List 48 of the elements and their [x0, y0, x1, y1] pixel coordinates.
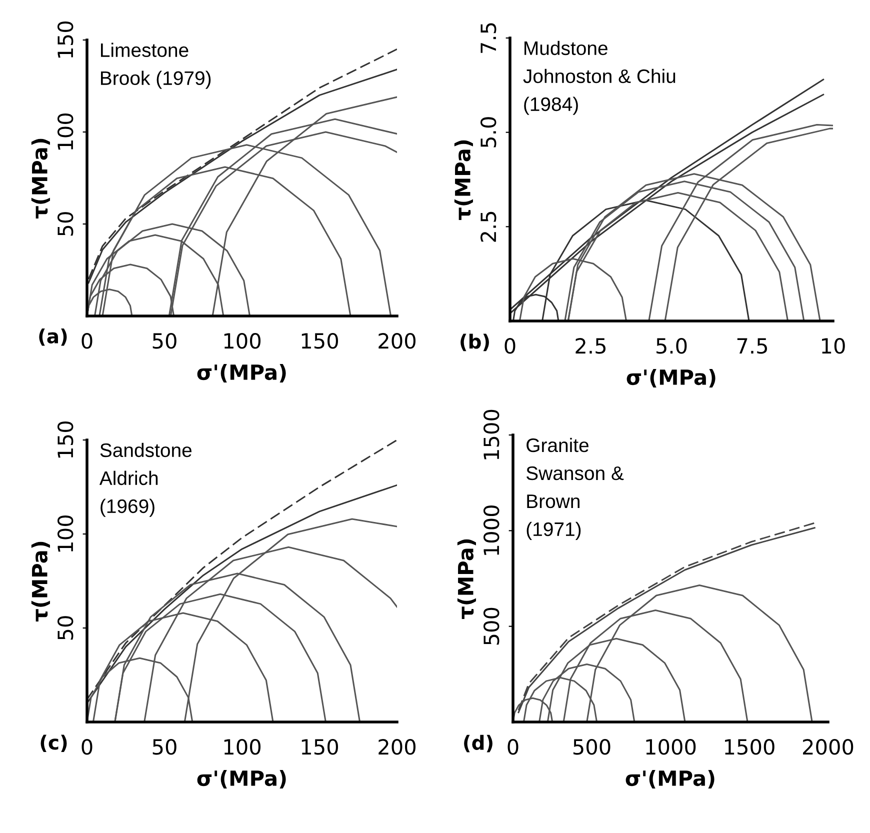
x-tick-label: 2.5 [576, 338, 606, 354]
y-axis-title: τ(MPa) [454, 140, 473, 220]
annotation: Sandstone Aldrich (1969) [99, 442, 192, 517]
y-tick-label: 7.5 [480, 23, 496, 53]
x-tick-label: 0 [508, 739, 518, 755]
x-tick-label: 0 [82, 739, 92, 755]
x-tick-label: 50 [152, 739, 176, 755]
x-axis-title: σ'(MPa) [197, 770, 286, 789]
y-tick-label: 100 [57, 516, 74, 552]
x-tick-label: 1500 [725, 739, 774, 755]
y-axis-title: τ(MPa) [31, 138, 50, 218]
y-tick-label: 2.5 [480, 212, 496, 242]
x-tick-label: 7.5 [737, 338, 767, 354]
x-tick-label: 500 [573, 739, 610, 755]
text: (d) [464, 734, 492, 752]
y-tick-label: 50 [57, 212, 74, 236]
x-tick-label: 0 [504, 338, 516, 354]
x-tick-label: 200 [378, 739, 416, 755]
text: (c) [40, 734, 67, 752]
x-tick-label: 5.0 [656, 338, 687, 354]
x-axis-title: σ'(MPa) [197, 364, 286, 383]
x-tick-label: 10 [822, 338, 845, 354]
x-axis-title: σ'(MPa) [626, 770, 714, 789]
x-tick-label: 200 [378, 333, 416, 349]
x-tick-label: 0 [82, 333, 92, 349]
x-tick-label: 2000 [803, 739, 854, 755]
y-tick-label: 150 [57, 22, 74, 58]
y-tick-label: 1500 [483, 410, 500, 460]
y-tick-label: 500 [483, 608, 500, 645]
x-tick-label: 1000 [646, 739, 696, 755]
y-axis-title: τ(MPa) [31, 542, 50, 622]
annotation: Mudstone Johnoston & Chiu (1984) [523, 40, 676, 115]
x-tick-label: 150 [302, 333, 338, 349]
x-axis-title: σ'(MPa) [626, 368, 716, 388]
y-tick-label: 5.0 [480, 117, 496, 148]
annotation: Limestone Brook (1979) [100, 42, 211, 89]
y-tick-label: 100 [57, 114, 74, 150]
annotation: Granite Swanson & Brown (1971) [526, 438, 624, 540]
y-tick-label: 150 [57, 422, 74, 458]
text: (a) [39, 328, 67, 346]
y-tick-label: 50 [57, 616, 74, 640]
x-tick-label: 150 [302, 739, 338, 755]
x-tick-label: 100 [224, 739, 260, 755]
x-tick-label: 100 [224, 333, 260, 349]
text: (b) [460, 334, 489, 352]
y-axis-title: τ(MPa) [457, 539, 476, 619]
y-tick-label: 1000 [483, 506, 500, 555]
x-tick-label: 50 [152, 333, 176, 349]
